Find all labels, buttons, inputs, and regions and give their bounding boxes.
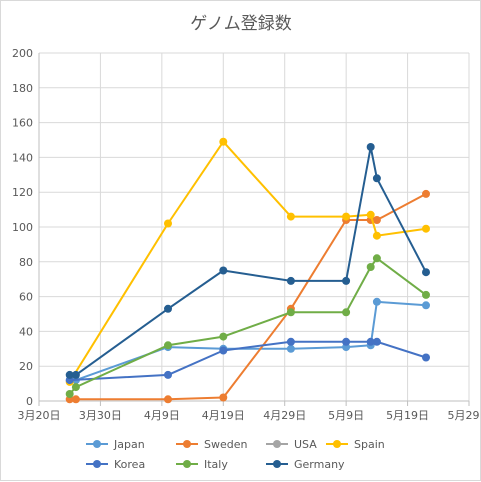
- data-point-korea: [287, 338, 295, 346]
- legend-item-usa: USA: [266, 438, 317, 451]
- legend-swatch-marker: [333, 440, 341, 448]
- data-point-italy: [219, 333, 227, 341]
- chart-title: ゲノム登録数: [190, 14, 292, 34]
- data-point-germany: [72, 371, 80, 379]
- legend-swatch-marker: [93, 460, 101, 468]
- legend-swatch-marker: [183, 460, 191, 468]
- data-point-italy: [367, 263, 375, 271]
- legend-swatch-marker: [273, 460, 281, 468]
- data-point-germany: [219, 267, 227, 275]
- data-point-italy: [373, 254, 381, 262]
- data-point-sweden: [219, 394, 227, 402]
- legend-item-spain: Spain: [326, 438, 385, 451]
- data-point-italy: [66, 390, 74, 398]
- data-point-germany: [287, 277, 295, 285]
- y-tick-label: 160: [12, 117, 33, 130]
- legend-item-sweden: Sweden: [176, 438, 247, 451]
- y-tick-label: 140: [12, 151, 33, 164]
- data-point-japan: [373, 298, 381, 306]
- data-point-spain: [287, 213, 295, 221]
- data-point-korea: [219, 347, 227, 355]
- series-lines: [66, 138, 430, 404]
- data-point-japan: [287, 345, 295, 353]
- legend-label: Spain: [354, 438, 385, 451]
- data-point-italy: [422, 291, 430, 299]
- legend-item-italy: Italy: [176, 458, 228, 471]
- data-point-spain: [422, 225, 430, 233]
- legend-label: Sweden: [204, 438, 247, 451]
- data-point-spain: [342, 213, 350, 221]
- legend-swatch-marker: [183, 440, 191, 448]
- y-tick-label: 40: [19, 325, 33, 338]
- data-point-spain: [219, 138, 227, 146]
- data-point-italy: [342, 308, 350, 316]
- y-tick-label: 60: [19, 291, 33, 304]
- data-point-japan: [422, 301, 430, 309]
- data-point-germany: [164, 305, 172, 313]
- data-point-germany: [422, 268, 430, 276]
- data-point-germany: [373, 174, 381, 182]
- data-point-korea: [422, 354, 430, 362]
- legend-label: Italy: [204, 458, 228, 471]
- legend-label: Germany: [294, 458, 345, 471]
- data-point-italy: [164, 341, 172, 349]
- data-point-spain: [367, 211, 375, 219]
- legend: Japan Sweden USA Spain Korea Italy Germany: [86, 438, 385, 471]
- data-point-sweden: [422, 190, 430, 198]
- data-point-spain: [164, 220, 172, 228]
- data-point-korea: [342, 338, 350, 346]
- data-point-korea: [373, 338, 381, 346]
- legend-swatch-marker: [273, 440, 281, 448]
- y-tick-label: 0: [26, 395, 33, 408]
- x-tick-label: 4月29日: [263, 409, 306, 422]
- data-point-italy: [72, 383, 80, 391]
- y-tick-label: 100: [12, 221, 33, 234]
- legend-item-japan: Japan: [86, 438, 145, 451]
- data-point-spain: [373, 232, 381, 240]
- x-tick-label: 3月20日: [18, 409, 61, 422]
- y-tick-label: 200: [12, 47, 33, 60]
- x-tick-label: 5月29日: [448, 409, 481, 422]
- legend-label: Korea: [114, 458, 145, 471]
- x-tick-label: 4月19日: [202, 409, 245, 422]
- data-point-germany: [342, 277, 350, 285]
- y-tick-label: 120: [12, 186, 33, 199]
- data-point-germany: [367, 143, 375, 151]
- series-korea: [66, 338, 430, 384]
- x-tick-label: 3月30日: [79, 409, 122, 422]
- data-point-sweden: [72, 395, 80, 403]
- data-point-sweden: [164, 395, 172, 403]
- y-tick-label: 20: [19, 360, 33, 373]
- x-tick-label: 4月9日: [144, 409, 180, 422]
- legend-label: USA: [294, 438, 317, 451]
- x-tick-label: 5月19日: [386, 409, 429, 422]
- y-tick-label: 80: [19, 256, 33, 269]
- legend-swatch-marker: [93, 440, 101, 448]
- legend-label: Japan: [113, 438, 145, 451]
- x-tick-label: 5月9日: [328, 409, 364, 422]
- data-point-italy: [287, 308, 295, 316]
- legend-item-korea: Korea: [86, 458, 145, 471]
- legend-item-germany: Germany: [266, 458, 345, 471]
- y-tick-label: 180: [12, 82, 33, 95]
- data-point-korea: [164, 371, 172, 379]
